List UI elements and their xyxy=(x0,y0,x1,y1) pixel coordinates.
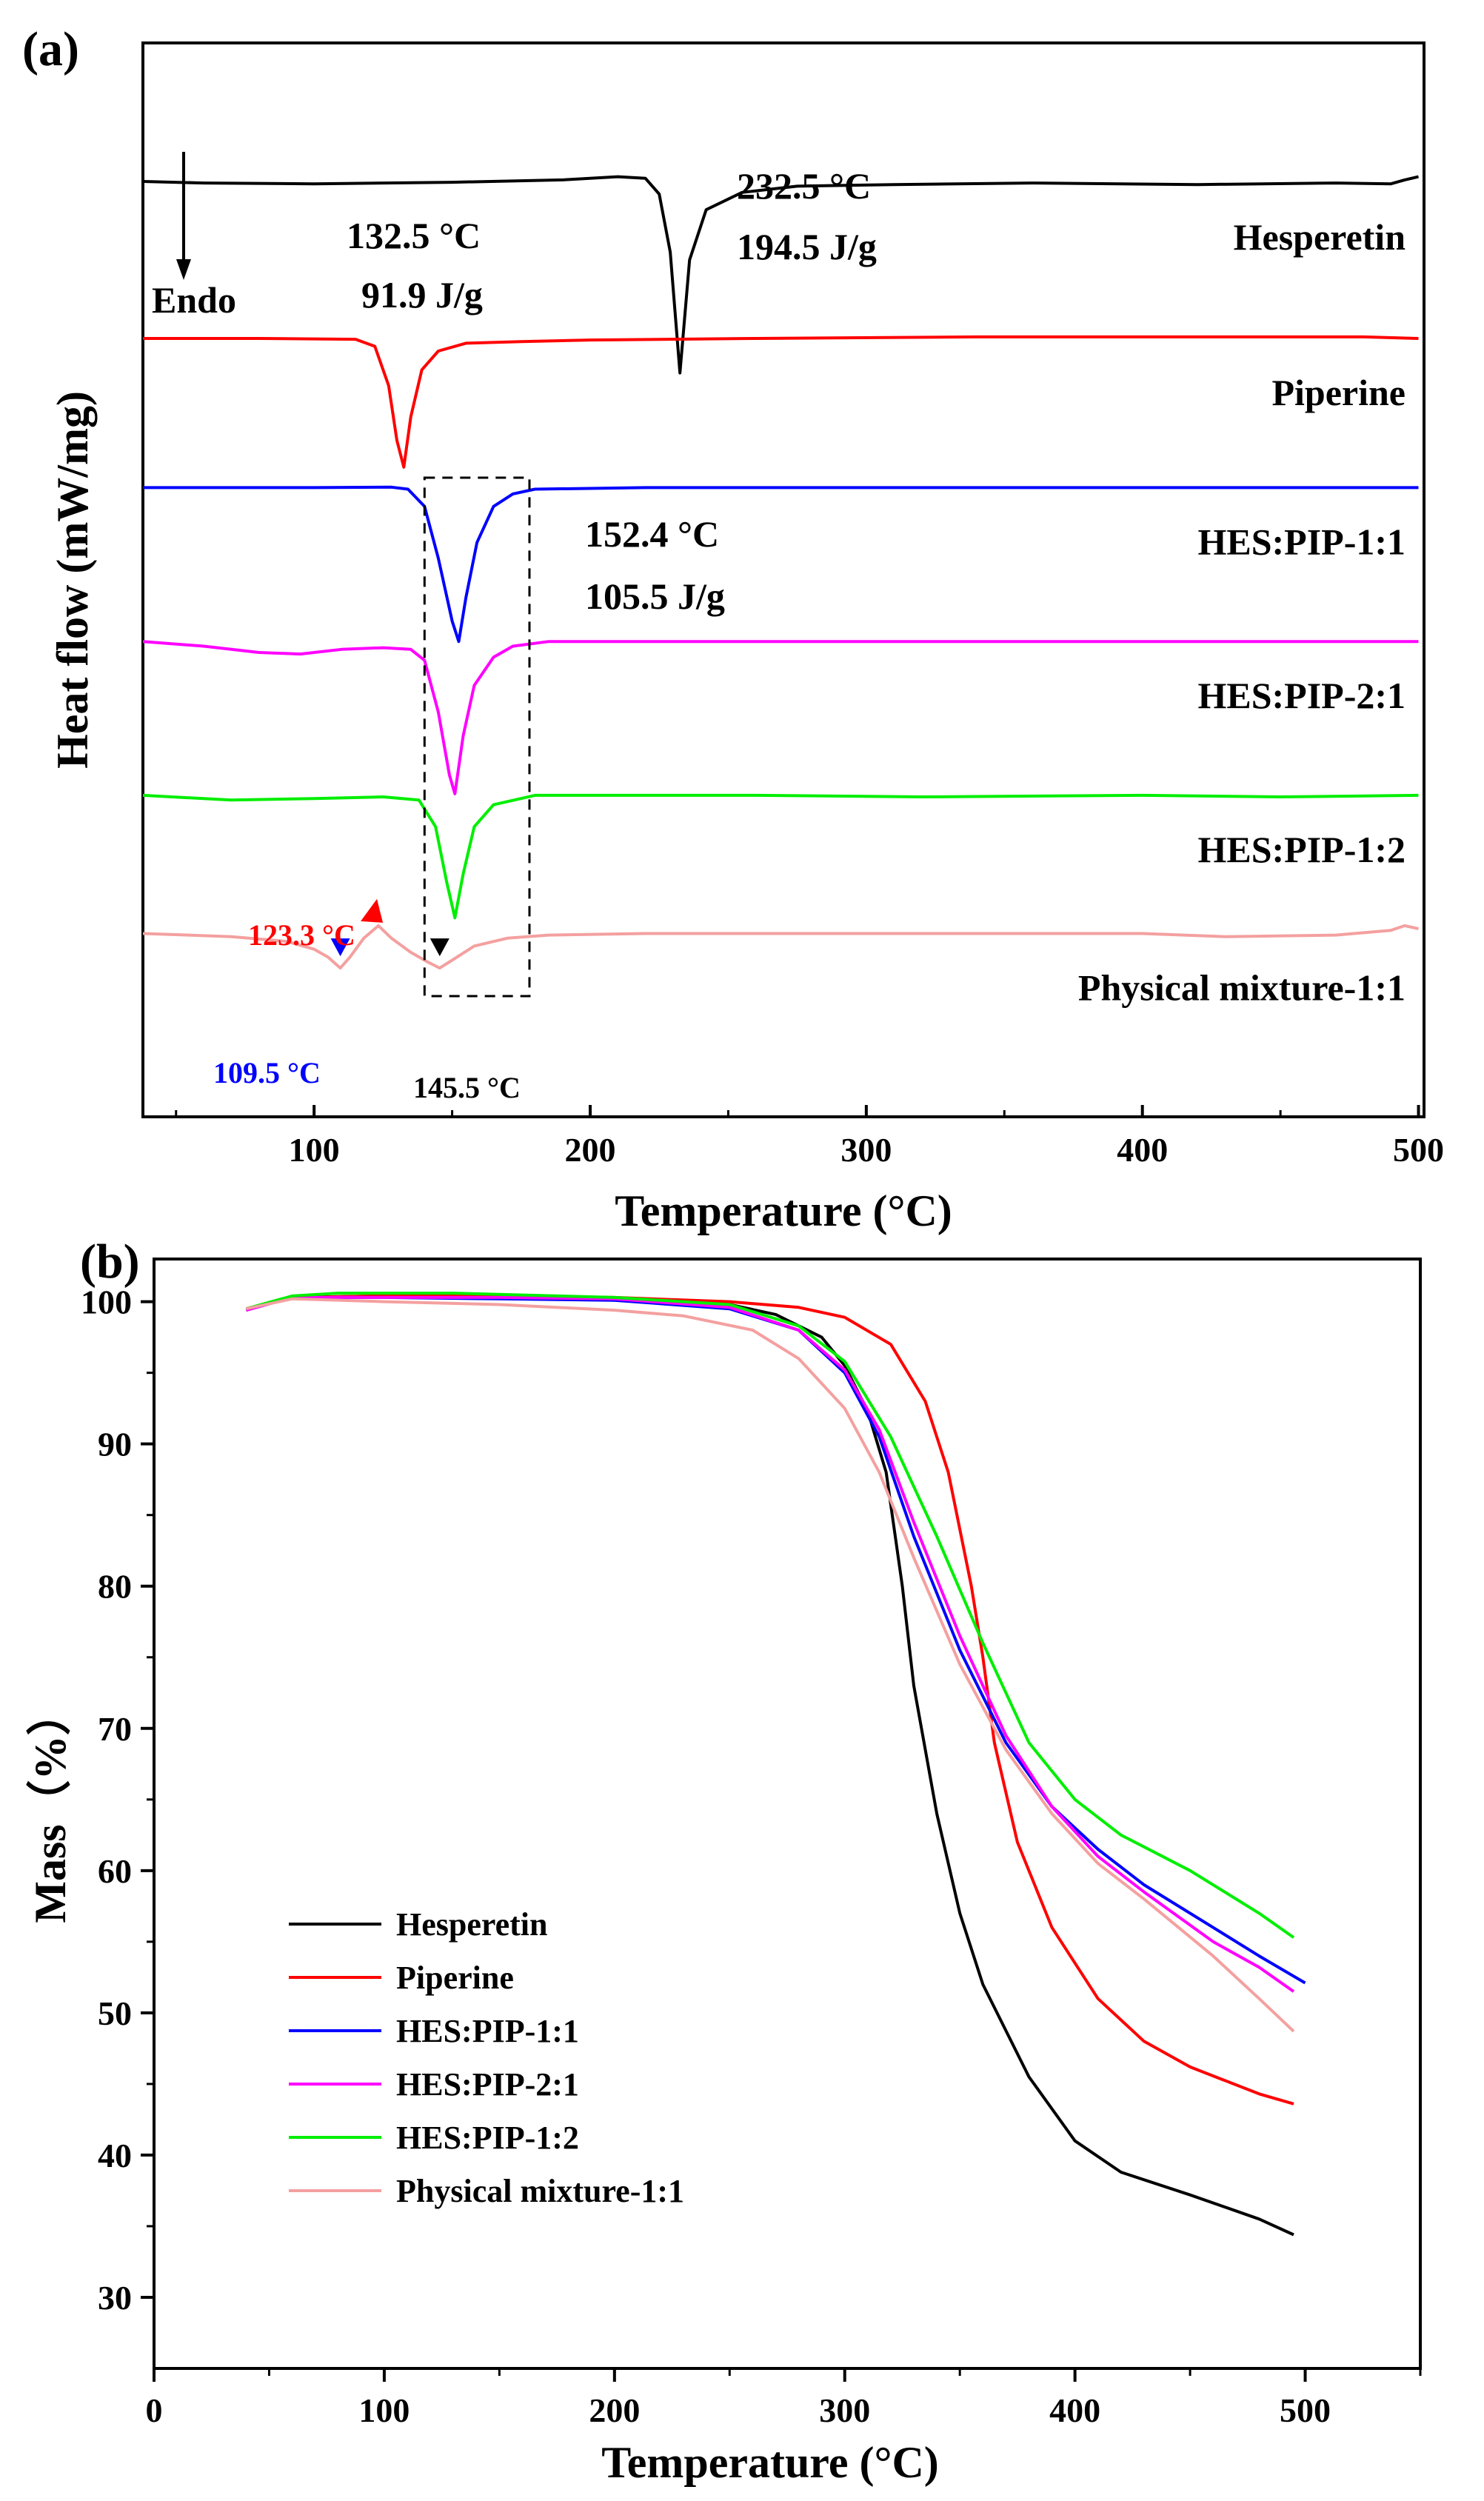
tga-line-hes-pip-2-1 xyxy=(245,1295,1295,1993)
dsc-curves xyxy=(142,175,1419,970)
hes-peak-enthalpy: 194.5 J/g xyxy=(737,226,877,267)
dsc-x-tick-label-100: 100 xyxy=(289,1131,340,1169)
dsc-y-axis-title: Heat flow (mW/mg) xyxy=(48,391,97,769)
dsc-marker-peak-109.5 xyxy=(330,938,350,957)
tga-y-tick-label-50: 50 xyxy=(98,1994,132,2032)
dsc-highlight-box xyxy=(423,476,531,998)
dsc-label-hesperetin: Hesperetin xyxy=(1234,216,1406,258)
tga-x-tick-label-400: 400 xyxy=(1049,2391,1100,2429)
tga-x-tick-label-500: 500 xyxy=(1280,2391,1331,2429)
dsc-line-piperine xyxy=(143,335,1419,469)
tga-legend-label-physical-mixture-1-1: Physical mixture-1:1 xyxy=(396,2173,684,2209)
dsc-x-tick-label-200: 200 xyxy=(565,1131,616,1169)
dsc-series-labels: Hesperetin Piperine HES:PIP-1:1 HES:PIP-2:1… xyxy=(1078,216,1406,1008)
tga-x-tick-label-200: 200 xyxy=(589,2391,640,2429)
tga-plot-frame xyxy=(153,1258,1422,2370)
tga-legend-label-hesperetin: Hesperetin xyxy=(396,1906,548,1943)
tga-legend: Hesperetin Piperine HES:PIP-1:1 HES:PIP-2:1… xyxy=(289,1906,684,2209)
pm-black-peak-temp: 145.5 °C xyxy=(413,1071,521,1104)
dsc-plot-frame xyxy=(141,41,1425,1118)
panel-b-label: (b) xyxy=(80,1235,140,1289)
dsc-panel: (a) 100 200 300 400 500 Hesperetin Piperine HE… xyxy=(22,22,1444,1235)
tga-legend-label-hes-pip-1-1: HES:PIP-1:1 xyxy=(396,2013,579,2049)
dsc-line-hes-pip-1-2 xyxy=(142,793,1419,920)
dsc-label-piperine: Piperine xyxy=(1271,372,1406,413)
tga-line-physical-mixture-1-1 xyxy=(245,1297,1295,2033)
pip-peak-temp: 132.5 °C xyxy=(347,215,481,256)
dsc-label-hes-pip-1-2: HES:PIP-1:2 xyxy=(1197,829,1406,870)
tga-y-tick-label-80: 80 xyxy=(98,1568,132,1606)
tga-y-tick-label-70: 70 xyxy=(98,1710,132,1748)
dsc-label-hes-pip-2-1: HES:PIP-2:1 xyxy=(1197,675,1406,716)
dsc-x-axis-title: Temperature (°C) xyxy=(615,1186,952,1235)
tga-y-tick-label-60: 60 xyxy=(98,1852,132,1890)
panel-a-label: (a) xyxy=(22,22,79,76)
tga-x-tick-label-300: 300 xyxy=(819,2391,870,2429)
cocrystal-peak-enthalpy: 105.5 J/g xyxy=(585,575,725,617)
tga-y-tick-label-40: 40 xyxy=(98,2137,132,2174)
endo-label: Endo xyxy=(152,279,236,321)
dsc-x-tick-label-400: 400 xyxy=(1117,1131,1168,1169)
tga-ticks: 0 100 200 300 400 500 30 40 50 60 70 80 90 100 xyxy=(81,1283,1422,2429)
tga-legend-label-piperine: Piperine xyxy=(396,1960,514,1996)
tga-x-tick-label-100: 100 xyxy=(358,2391,410,2429)
endo-arrow-head xyxy=(176,259,191,280)
pm-blue-peak-temp: 109.5 °C xyxy=(213,1056,321,1089)
tga-y-axis-title: Mass（%） xyxy=(25,1691,75,1923)
pm-red-peak-temp: 123.3 °C xyxy=(248,918,355,952)
dsc-line-hes-pip-2-1 xyxy=(142,640,1419,795)
tga-panel: (b) 0 100 200 300 400 500 30 40 50 60 70 80 90 100 He… xyxy=(25,1235,1422,2487)
dsc-x-ticks: 100 200 300 400 500 xyxy=(175,1105,1444,1169)
dsc-label-physical-mixture-1-1: Physical mixture-1:1 xyxy=(1078,966,1406,1008)
tga-x-tick-label-0: 0 xyxy=(146,2391,163,2429)
tga-x-axis-title: Temperature (°C) xyxy=(601,2438,939,2487)
tga-y-tick-label-90: 90 xyxy=(98,1426,132,1463)
tga-line-hes-pip-1-1 xyxy=(245,1295,1306,1985)
dsc-line-hes-pip-1-1 xyxy=(143,485,1419,644)
tga-y-tick-label-30: 30 xyxy=(98,2279,132,2317)
dsc-line-hesperetin xyxy=(142,175,1419,375)
dsc-marker-peak-145.5 xyxy=(430,938,449,957)
tga-line-hes-pip-1-2 xyxy=(245,1292,1295,1939)
hes-peak-temp: 232.5 °C xyxy=(737,165,871,207)
dsc-line-physical-mixture-1-1 xyxy=(142,924,1419,970)
dsc-x-tick-label-300: 300 xyxy=(840,1131,892,1169)
cocrystal-peak-temp: 152.4 °C xyxy=(585,513,719,555)
tga-legend-label-hes-pip-2-1: HES:PIP-2:1 xyxy=(396,2066,579,2103)
pip-peak-enthalpy: 91.9 J/g xyxy=(361,274,483,315)
dsc-marker-peak-123.3 xyxy=(361,898,384,923)
dsc-x-tick-label-500: 500 xyxy=(1393,1131,1444,1169)
dsc-label-hes-pip-1-1: HES:PIP-1:1 xyxy=(1197,521,1406,562)
tga-curves xyxy=(245,1292,1306,2237)
tga-legend-label-hes-pip-1-2: HES:PIP-1:2 xyxy=(396,2120,579,2156)
tga-y-tick-label-100: 100 xyxy=(81,1283,132,1321)
dsc-peak-markers xyxy=(330,898,449,957)
